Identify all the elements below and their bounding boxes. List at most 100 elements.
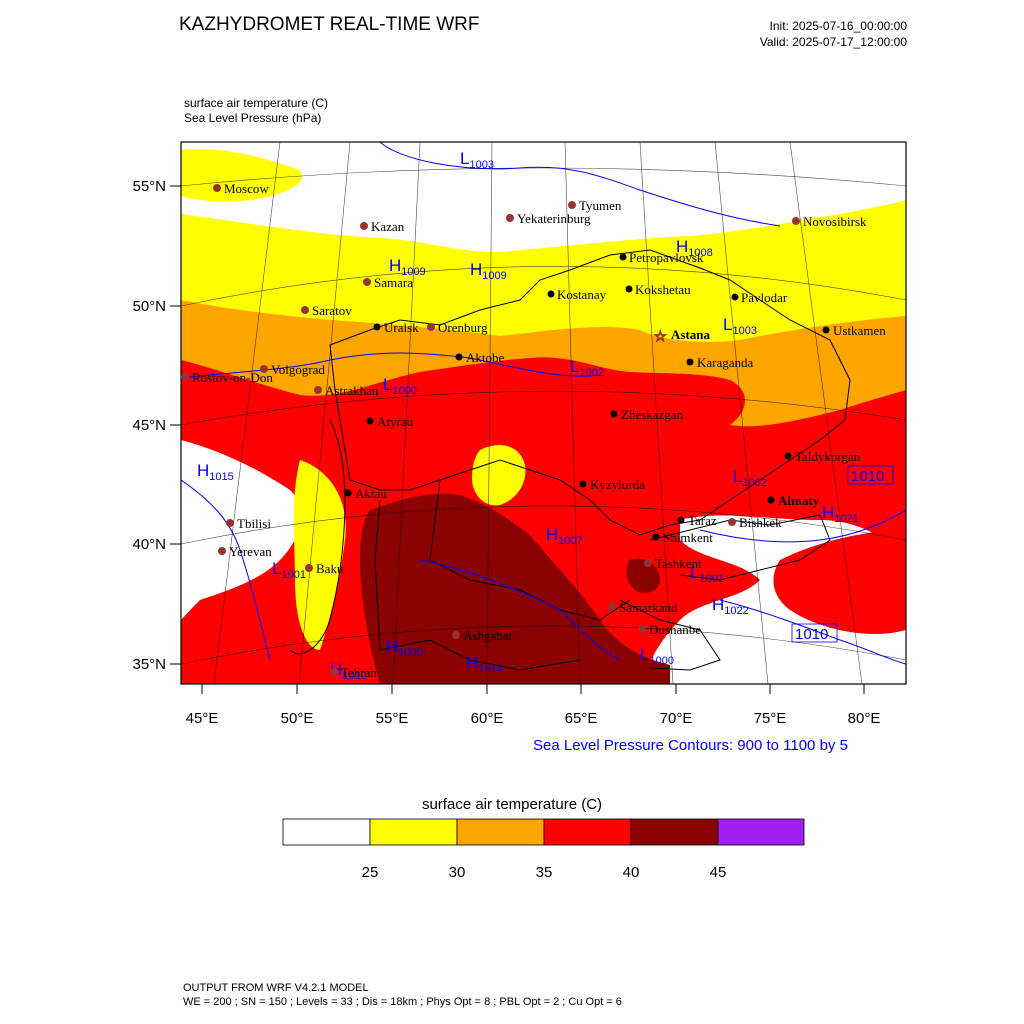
- slp-contour-6: [181, 479, 271, 661]
- svg-text:Tbilisi: Tbilisi: [237, 516, 271, 531]
- city-marker: Dushanbe: [638, 622, 701, 637]
- lon-tick-label: 60°E: [471, 710, 504, 727]
- lon-tick-label: 65°E: [565, 710, 598, 727]
- svg-text:Uralsk: Uralsk: [384, 320, 419, 335]
- svg-text:Taraz: Taraz: [688, 513, 717, 528]
- svg-text:Samarkand: Samarkand: [619, 600, 678, 615]
- lat-ticks: 55°N 50°N 45°N 40°N 35°N: [132, 178, 181, 673]
- city-marker: Shimkent: [652, 530, 713, 545]
- slp-contour-3: [419, 559, 621, 661]
- contour-note: Sea Level Pressure Contours: 900 to 1100…: [533, 737, 848, 754]
- svg-text:Ustkamen: Ustkamen: [833, 323, 886, 338]
- pressure-center: H1008: [676, 237, 713, 259]
- city-marker: Uralsk: [373, 320, 419, 335]
- contour-label-box: [847, 465, 894, 485]
- city-marker: Kostanay: [547, 287, 607, 302]
- svg-text:Ashgabat: Ashgabat: [463, 628, 512, 643]
- country-borders: [289, 249, 851, 671]
- colorbar-swatch: [282, 818, 371, 846]
- contour-label-box: [791, 623, 838, 643]
- turkmenistan-border: [374, 499, 581, 671]
- pressure-center: L1003: [460, 149, 494, 171]
- field-labels: surface air temperature (C) Sea Level Pr…: [184, 96, 328, 126]
- city-marker-capital: ☆ Astana: [653, 327, 711, 345]
- colorbar-title: surface air temperature (C): [421, 796, 603, 813]
- slp-contour-2: [181, 352, 601, 379]
- svg-text:Almaty: Almaty: [778, 493, 820, 508]
- svg-text:Tehran: Tehran: [341, 665, 377, 680]
- kazakhstan-border: [329, 249, 851, 536]
- slp-contour-1: [379, 142, 781, 227]
- pressure-center: L1003: [723, 315, 757, 337]
- parallel-40n: [181, 505, 906, 545]
- svg-text:Bishkek: Bishkek: [739, 515, 782, 530]
- svg-text:Taldykorgan: Taldykorgan: [795, 449, 861, 464]
- model-version: OUTPUT FROM WRF V4.2.1 MODEL: [183, 982, 369, 994]
- colorbar-label: 25: [362, 864, 379, 881]
- city-marker: Ashgabat: [452, 628, 512, 643]
- colorbar-label: 35: [536, 864, 553, 881]
- colorbar-swatch: [456, 818, 545, 846]
- pressure-center: L1000: [640, 645, 674, 667]
- city-marker: Atyrau: [366, 414, 414, 429]
- svg-text:Rostov-on-Don: Rostov-on-Don: [192, 370, 273, 385]
- lon-tick-label: 45°E: [186, 710, 219, 727]
- svg-text:Kostanay: Kostanay: [557, 287, 607, 302]
- kyrgyzstan-border: [649, 514, 831, 581]
- city-marker: Tashkent: [644, 556, 702, 571]
- pressure-center: H1000: [386, 637, 423, 659]
- city-marker: Aktobe: [455, 350, 505, 365]
- city-marker: Saratov: [301, 303, 352, 318]
- temp-fill-25-30-north: [181, 149, 303, 202]
- map-plot-area: [181, 142, 906, 684]
- svg-text:Dushanbe: Dushanbe: [649, 622, 701, 637]
- pressure-center: H1009: [470, 260, 507, 282]
- colorbar-label: 30: [449, 864, 466, 881]
- init-time: Init: 2025-07-16_00:00:00: [769, 19, 907, 33]
- model-config: WE = 200 ; SN = 150 ; Levels = 33 ; Dis …: [183, 996, 622, 1008]
- city-marker: Petropavlovsk: [619, 250, 704, 265]
- city-marker: Taldykorgan: [784, 449, 861, 464]
- svg-text:Orenburg: Orenburg: [438, 320, 488, 335]
- meridian-55e: [392, 142, 421, 684]
- pressure-center: L1002: [733, 467, 767, 489]
- svg-text:Petropavlovsk: Petropavlovsk: [629, 250, 704, 265]
- meridian-70e: [639, 142, 674, 684]
- lon-tick-label: 70°E: [660, 710, 693, 727]
- pressure-center: L1001: [690, 563, 724, 585]
- svg-text:Zheskazgan: Zheskazgan: [621, 407, 684, 422]
- city-marker: Yerevan: [218, 544, 272, 559]
- city-markers: Moscow Tyumen Kazan Yekaterinburg Novosi…: [181, 181, 886, 680]
- city-marker: Rostov-on-Don: [181, 370, 273, 385]
- lat-tick-label: 45°N: [132, 417, 166, 434]
- contour-label: 1010: [851, 468, 884, 485]
- pressure-center: H1015: [197, 461, 234, 483]
- city-marker: Kazan: [360, 219, 405, 234]
- svg-text:Saratov: Saratov: [312, 303, 352, 318]
- pressure-center: H1009: [389, 256, 426, 278]
- svg-text:Yerevan: Yerevan: [229, 544, 272, 559]
- colorbar-swatch: [369, 818, 458, 846]
- svg-text:Astana: Astana: [671, 327, 711, 342]
- svg-text:Karaganda: Karaganda: [697, 355, 754, 370]
- lon-ticks: 45°E 50°E 55°E 60°E 65°E 70°E 75°E 80°E: [186, 684, 880, 727]
- city-marker: Kokshetau: [625, 282, 691, 297]
- lat-tick-label: 55°N: [132, 178, 166, 195]
- slp-contour-4: [699, 509, 906, 543]
- city-marker: Karaganda: [686, 355, 754, 370]
- map-frame: [180, 141, 907, 685]
- meridian-45e: [213, 142, 281, 684]
- colorbar-swatch: [630, 818, 719, 846]
- tajikistan-border: [619, 599, 721, 671]
- valid-time: Valid: 2025-07-17_12:00:00: [759, 35, 907, 49]
- svg-text:Astrakhan: Astrakhan: [325, 383, 379, 398]
- svg-text:Samara: Samara: [374, 275, 413, 290]
- colorbar-label: 45: [710, 864, 727, 881]
- city-marker: Samarkand: [608, 600, 678, 615]
- city-marker: Pavlodar: [731, 290, 788, 305]
- meridian-65e: [564, 142, 581, 684]
- uzbekistan-border: [429, 479, 631, 621]
- lon-tick-label: 50°E: [281, 710, 314, 727]
- graticule: [181, 142, 906, 684]
